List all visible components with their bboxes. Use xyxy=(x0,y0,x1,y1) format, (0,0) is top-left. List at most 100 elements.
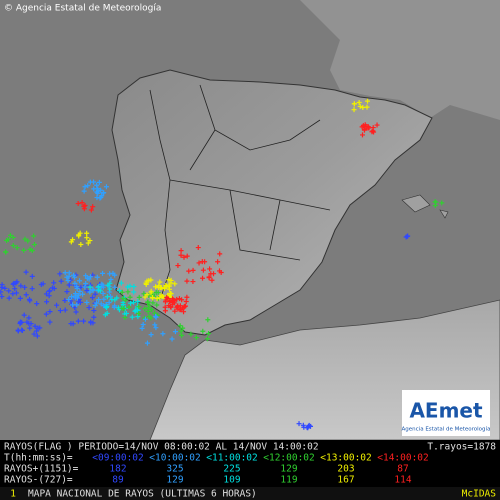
lightning-cross xyxy=(34,333,40,339)
lightning-cross xyxy=(351,107,357,113)
lightning-cross xyxy=(75,201,81,207)
lightning-cross xyxy=(33,328,39,334)
interval-label: <09:00:02 xyxy=(92,453,143,464)
negative-count: 129 xyxy=(166,475,183,486)
lightning-cross xyxy=(38,281,44,287)
lightning-cross xyxy=(47,309,53,315)
lightning-cross xyxy=(57,271,63,277)
lightning-cross xyxy=(101,296,107,302)
lightning-cross xyxy=(84,235,90,241)
lightning-cross xyxy=(96,284,102,290)
positive-count: 325 xyxy=(166,464,183,475)
lightning-cross xyxy=(142,294,148,300)
lightning-cross xyxy=(217,251,223,257)
lightning-cross xyxy=(91,308,97,314)
lightning-cross xyxy=(361,127,367,133)
logo-box xyxy=(402,390,490,436)
lightning-cross xyxy=(136,294,142,300)
lightning-cross xyxy=(211,271,217,277)
lightning-cross xyxy=(95,285,101,291)
lightning-cross xyxy=(131,289,137,295)
lightning-cross xyxy=(98,301,104,307)
lightning-cross xyxy=(139,325,145,331)
lightning-cross xyxy=(104,305,110,311)
lightning-cross xyxy=(162,308,168,314)
lightning-cross xyxy=(181,309,187,315)
lightning-cross xyxy=(13,290,19,296)
lightning-cross xyxy=(405,233,411,239)
lightning-cross xyxy=(148,288,154,294)
lightning-cross xyxy=(215,259,221,265)
lightning-cross xyxy=(179,305,185,311)
lightning-cross xyxy=(175,306,181,312)
lightning-cross xyxy=(71,272,77,278)
lightning-cross xyxy=(125,284,131,290)
lightning-cross xyxy=(58,278,64,284)
lightning-cross xyxy=(163,283,169,289)
positive-count: 129 xyxy=(280,464,297,475)
lightning-cross xyxy=(87,238,93,244)
lightning-cross xyxy=(5,237,11,243)
lightning-cross xyxy=(370,128,376,134)
lightning-cross xyxy=(158,285,164,291)
lightning-cross xyxy=(49,285,55,291)
lightning-cross xyxy=(154,296,160,302)
lightning-cross xyxy=(140,321,146,327)
lightning-cross xyxy=(18,283,24,289)
lightning-cross xyxy=(153,325,159,331)
lightning-cross xyxy=(29,273,35,279)
lightning-cross xyxy=(193,335,199,341)
lightning-cross xyxy=(23,292,29,298)
lightning-cross xyxy=(10,234,16,240)
lightning-cross xyxy=(209,277,215,283)
lightning-cross xyxy=(195,245,201,251)
lightning-cross xyxy=(27,246,33,252)
lightning-cross xyxy=(84,275,90,281)
lightning-cross xyxy=(164,294,170,300)
lightning-cross xyxy=(26,296,32,302)
negative-count: 114 xyxy=(394,475,411,486)
lightning-cross xyxy=(126,304,132,310)
lightning-cross xyxy=(296,421,302,427)
lightning-cross xyxy=(174,296,180,302)
lightning-cross xyxy=(162,299,168,305)
lightning-cross xyxy=(142,316,148,322)
lightning-cross xyxy=(207,266,213,272)
interval-label: <14:00:02 xyxy=(377,453,428,464)
lightning-cross xyxy=(178,248,184,254)
lightning-cross xyxy=(95,186,101,192)
lightning-cross xyxy=(102,312,108,318)
lightning-cross xyxy=(196,260,202,266)
lightning-cross xyxy=(62,307,68,313)
interval-label: <12:00:02 xyxy=(263,453,314,464)
time-label: T(hh:mm:ss)= xyxy=(4,453,73,464)
lightning-cross xyxy=(62,270,68,276)
lightning-cross xyxy=(86,305,92,311)
lightning-cross xyxy=(46,288,52,294)
positive-count: 87 xyxy=(397,464,408,475)
balearic-islands xyxy=(401,194,449,219)
lightning-cross xyxy=(66,282,72,288)
lightning-cross xyxy=(85,183,91,189)
lightning-cross xyxy=(91,314,97,320)
lightning-cross xyxy=(128,300,134,306)
lightning-cross xyxy=(145,305,151,311)
lightning-cross xyxy=(135,314,141,320)
lightning-cross xyxy=(148,315,154,321)
lightning-cross xyxy=(183,298,189,304)
lightning-cross xyxy=(103,184,109,190)
lightning-cross xyxy=(153,284,159,290)
lightning-cross xyxy=(94,300,100,306)
lightning-cross xyxy=(43,291,49,297)
lightning-cross xyxy=(184,253,190,259)
period: RAYOS(FLAG ) PERIODO=14/NOV 08:00:02 AL … xyxy=(4,442,319,453)
lightning-cross xyxy=(92,303,98,309)
lightning-cross xyxy=(170,297,176,303)
lightning-cross xyxy=(17,319,23,325)
lightning-cross xyxy=(94,189,100,195)
lightning-cross xyxy=(172,281,178,287)
lightning-cross xyxy=(202,259,208,265)
lightning-cross xyxy=(109,297,115,303)
lightning-cross xyxy=(206,275,212,281)
